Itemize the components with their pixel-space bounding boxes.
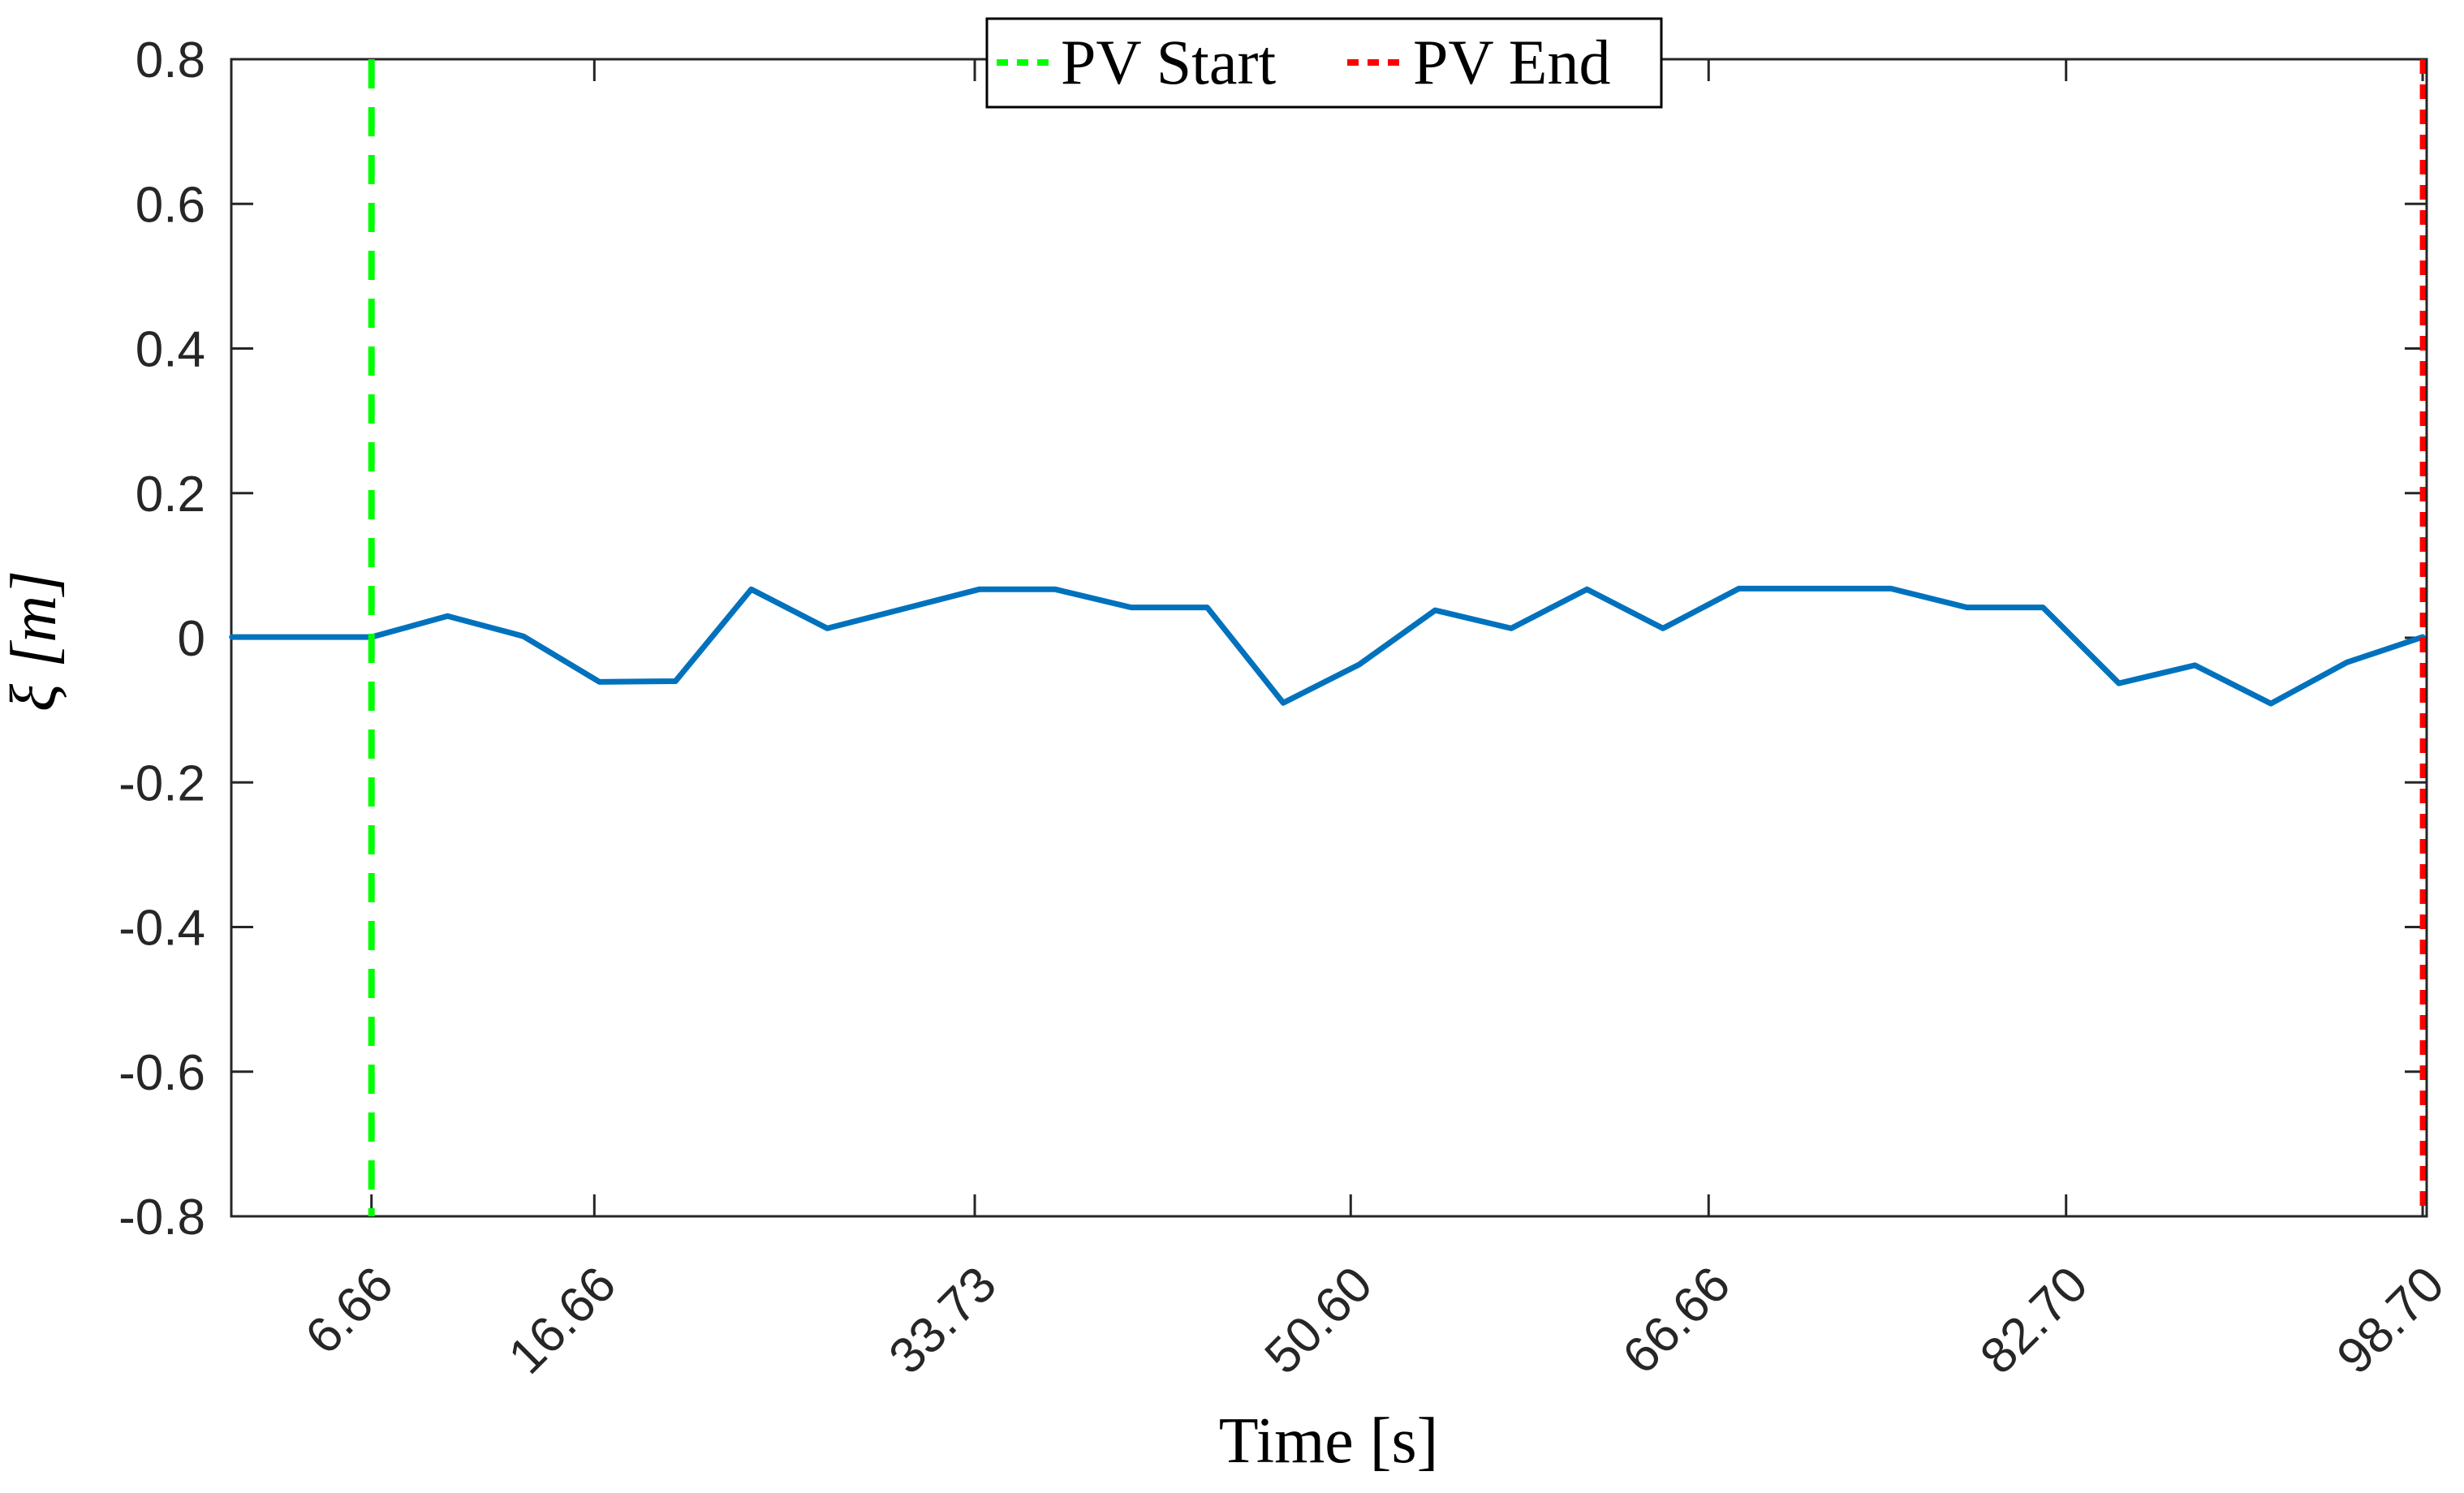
legend: PV Start PV End — [985, 17, 1663, 109]
y-tick-label: 0.4 — [136, 322, 205, 378]
x-tick-label: 50.60 — [1255, 1256, 1384, 1385]
y-tick-label: -0.8 — [118, 1190, 205, 1246]
y-tick-labels: -0.8 -0.6 -0.4 -0.2 0 0.2 0.4 0.6 0.8 — [118, 32, 205, 1246]
y-tick-label: -0.2 — [118, 755, 205, 811]
event-lines-group — [368, 59, 2426, 1216]
xi-series-line — [229, 585, 2426, 707]
y-tick-label: 0 — [178, 611, 205, 667]
x-axis-label: Time [s] — [1219, 1405, 1438, 1477]
x-tick-label: 16.66 — [498, 1256, 627, 1385]
y-tick-label: 0.8 — [136, 32, 205, 88]
y-tick-label: 0.6 — [136, 177, 205, 233]
axes-box — [230, 58, 2428, 1218]
legend-box — [985, 17, 1663, 109]
axis-ticks — [231, 58, 2427, 1218]
y-tick-label: 0.2 — [136, 467, 205, 523]
y-tick-label: -0.4 — [118, 901, 205, 957]
legend-label-pv-end: PV End — [1413, 27, 1610, 97]
y-tick-label: -0.6 — [118, 1045, 205, 1101]
x-tick-label: 33.73 — [878, 1256, 1007, 1385]
y-axis-label: ξ [m] — [0, 570, 70, 712]
series-group — [229, 585, 2426, 707]
x-tick-label: 6.66 — [295, 1256, 403, 1365]
x-tick-labels: 6.66 16.66 33.73 50.60 66.66 82.70 98.70 — [295, 1256, 2454, 1385]
x-tick-label: 66.66 — [1613, 1256, 1742, 1385]
x-tick-label: 98.70 — [2326, 1256, 2455, 1385]
legend-label-pv-start: PV Start — [1061, 27, 1276, 97]
x-tick-label: 82.70 — [1970, 1256, 2099, 1385]
